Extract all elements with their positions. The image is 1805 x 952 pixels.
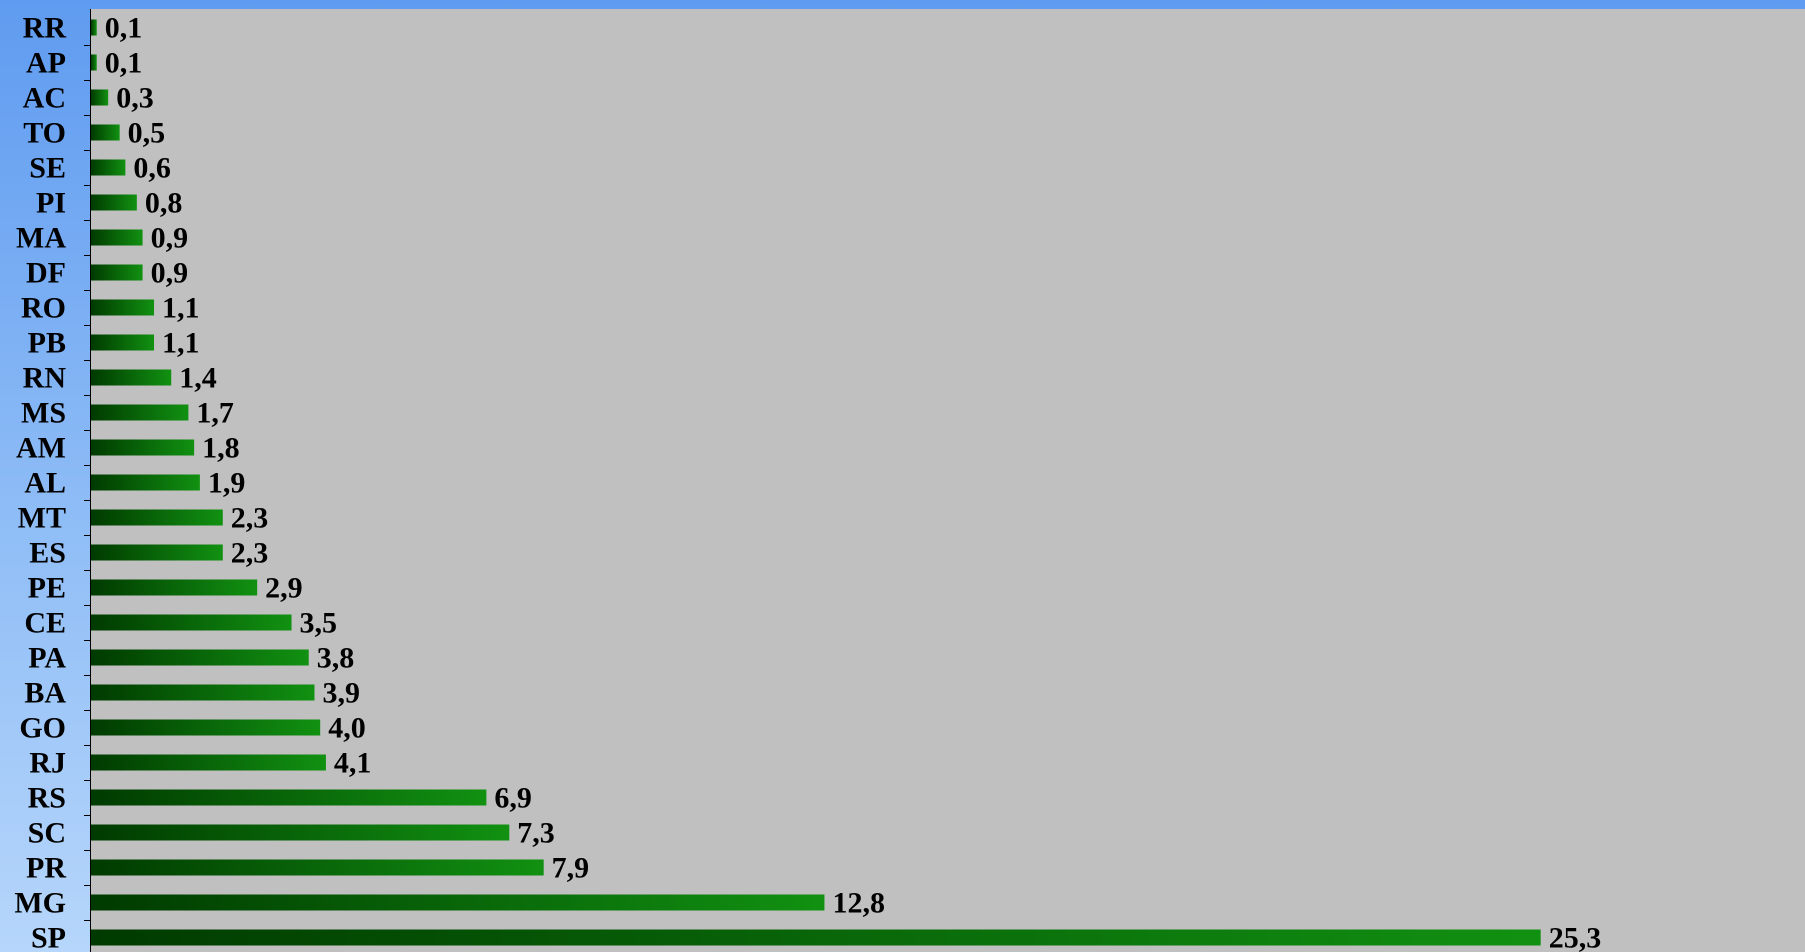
bar-ac xyxy=(91,89,109,106)
category-label-ap: AP xyxy=(26,47,66,80)
category-label-go: GO xyxy=(19,712,66,745)
value-label-ap: 0,1 xyxy=(105,47,143,80)
category-label-ce: CE xyxy=(24,607,66,640)
category-label-mt: MT xyxy=(18,502,66,535)
value-label-am: 1,8 xyxy=(202,432,240,465)
bar-am xyxy=(91,439,195,456)
category-label-rj: RJ xyxy=(29,747,66,780)
bar-sp xyxy=(91,929,1541,946)
value-label-mg: 12,8 xyxy=(832,887,885,920)
bar-df xyxy=(91,264,143,281)
category-label-pi: PI xyxy=(36,187,66,220)
category-label-ro: RO xyxy=(21,292,66,325)
value-label-pr: 7,9 xyxy=(552,852,590,885)
category-label-es: ES xyxy=(29,537,66,570)
bar-rj xyxy=(91,754,326,771)
bar-ba xyxy=(91,684,315,701)
category-label-am: AM xyxy=(16,432,66,465)
category-label-ma: MA xyxy=(16,222,66,255)
value-label-rn: 1,4 xyxy=(179,362,217,395)
bar-pa xyxy=(91,649,309,666)
value-label-ce: 3,5 xyxy=(300,607,338,640)
value-label-ba: 3,9 xyxy=(322,677,360,710)
bar-ro xyxy=(91,299,155,316)
value-label-al: 1,9 xyxy=(208,467,246,500)
bar-go xyxy=(91,719,321,736)
category-label-se: SE xyxy=(29,152,66,185)
category-label-sp: SP xyxy=(31,922,66,952)
category-label-rn: RN xyxy=(23,362,67,395)
bar-to xyxy=(91,124,120,141)
category-label-ba: BA xyxy=(24,677,66,710)
bar-rr xyxy=(91,19,97,36)
bar-se xyxy=(91,159,126,176)
bar-sc xyxy=(91,824,510,841)
value-label-pb: 1,1 xyxy=(162,327,200,360)
value-label-mt: 2,3 xyxy=(231,502,268,535)
bar-pe xyxy=(91,579,258,596)
category-label-ac: AC xyxy=(23,82,66,115)
value-label-rs: 6,9 xyxy=(494,782,532,815)
category-label-rr: RR xyxy=(23,12,67,45)
category-label-to: TO xyxy=(23,117,66,150)
bar-ms xyxy=(91,404,189,421)
plot-area xyxy=(91,9,1805,952)
value-label-df: 0,9 xyxy=(151,257,189,290)
value-label-sp: 25,3 xyxy=(1549,922,1602,952)
value-label-pa: 3,8 xyxy=(317,642,355,675)
value-label-ro: 1,1 xyxy=(162,292,200,325)
bar-ma xyxy=(91,229,143,246)
bar-pi xyxy=(91,194,137,211)
bar-mt xyxy=(91,509,223,526)
bar-pb xyxy=(91,334,155,351)
category-label-pr: PR xyxy=(26,852,66,885)
category-label-sc: SC xyxy=(28,817,66,850)
value-label-to: 0,5 xyxy=(128,117,165,150)
value-label-pe: 2,9 xyxy=(265,572,303,605)
bar-pr xyxy=(91,859,544,876)
value-label-ac: 0,3 xyxy=(116,82,154,115)
bar-rs xyxy=(91,789,487,806)
category-label-mg: MG xyxy=(14,887,66,920)
category-label-al: AL xyxy=(24,467,66,500)
category-label-pb: PB xyxy=(28,327,66,360)
value-label-pi: 0,8 xyxy=(145,187,183,220)
value-label-go: 4,0 xyxy=(328,712,366,745)
bar-ce xyxy=(91,614,292,631)
value-label-se: 0,6 xyxy=(133,152,171,185)
bar-es xyxy=(91,544,223,561)
value-label-sc: 7,3 xyxy=(517,817,555,850)
value-label-rr: 0,1 xyxy=(105,12,143,45)
category-label-rs: RS xyxy=(28,782,66,815)
value-label-rj: 4,1 xyxy=(334,747,372,780)
category-label-pa: PA xyxy=(28,642,66,675)
value-label-ms: 1,7 xyxy=(196,397,234,430)
value-label-ma: 0,9 xyxy=(151,222,189,255)
category-label-pe: PE xyxy=(28,572,66,605)
category-label-ms: MS xyxy=(21,397,66,430)
value-label-es: 2,3 xyxy=(231,537,268,570)
bar-mg xyxy=(91,894,825,911)
bar-ap xyxy=(91,54,97,71)
bar-rn xyxy=(91,369,172,386)
bar-al xyxy=(91,474,200,491)
category-label-df: DF xyxy=(26,257,66,290)
